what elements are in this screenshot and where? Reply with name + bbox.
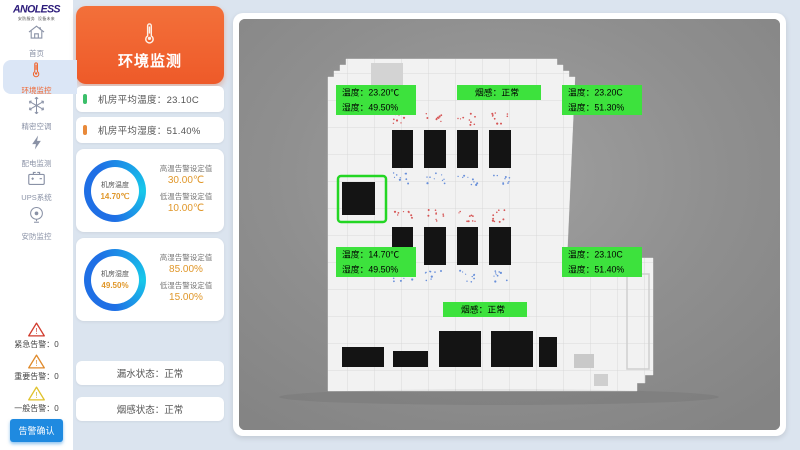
svg-text:烟感：正常: 烟感：正常 (461, 304, 505, 315)
svg-text:湿度：51.40%: 湿度：51.40% (568, 264, 624, 275)
svg-text:!: ! (35, 327, 37, 336)
svg-text:湿度：49.50%: 湿度：49.50% (342, 102, 398, 113)
svg-text:温度：14.70℃: 温度：14.70℃ (342, 249, 399, 260)
svg-text:湿度：49.50%: 湿度：49.50% (342, 264, 398, 275)
svg-text:湿度：51.30%: 湿度：51.30% (568, 102, 624, 113)
svg-text:烟感：正常: 烟感：正常 (475, 87, 519, 98)
svg-text:!: ! (35, 359, 37, 368)
svg-text:温度：23.20℃: 温度：23.20℃ (342, 87, 399, 98)
svg-text:!: ! (35, 391, 37, 400)
svg-text:温度：23.20C: 温度：23.20C (568, 87, 623, 98)
svg-text:温度：23.10C: 温度：23.10C (568, 249, 623, 260)
